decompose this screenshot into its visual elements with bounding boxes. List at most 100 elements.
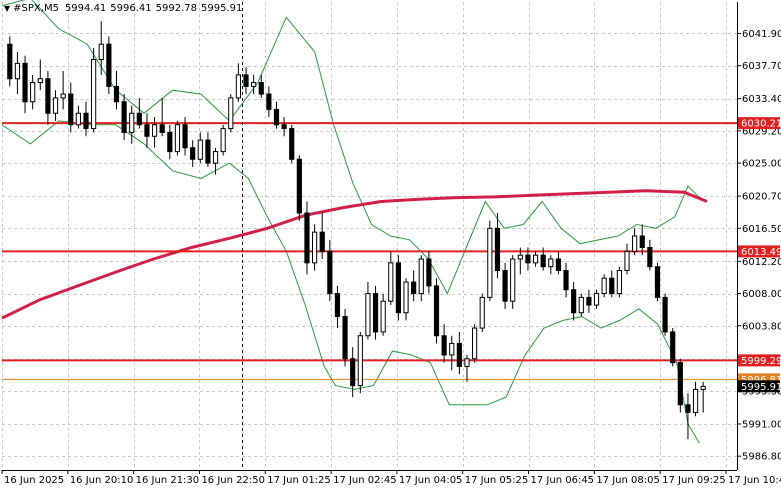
- candle-body: [685, 404, 691, 413]
- candle-body: [540, 254, 546, 268]
- candle-body: [273, 108, 280, 126]
- candle: [654, 262, 661, 302]
- candle: [14, 51, 21, 95]
- candle-body: [548, 258, 554, 268]
- y-tick-label-8: 6008.00: [742, 289, 781, 300]
- candle: [350, 347, 356, 398]
- candle: [380, 293, 386, 336]
- candle: [289, 124, 295, 164]
- candle-body: [403, 281, 409, 314]
- candle: [479, 293, 485, 332]
- candle: [593, 289, 600, 309]
- candle: [342, 308, 348, 367]
- y-tick-label-6: 6016.50: [742, 224, 781, 235]
- candle: [129, 105, 135, 144]
- candle: [586, 289, 592, 313]
- candle: [190, 140, 196, 167]
- candle-body: [151, 124, 158, 137]
- current-price-tag: 5995.91: [738, 380, 781, 393]
- candle-body: [616, 270, 622, 295]
- y-tick-label-1: 6037.70: [742, 61, 781, 72]
- candle: [357, 331, 363, 394]
- candle: [144, 113, 150, 148]
- candle-body: [449, 342, 455, 356]
- candle: [670, 328, 676, 367]
- candle-body: [258, 82, 264, 95]
- candle-body: [517, 254, 523, 260]
- candle: [182, 117, 188, 156]
- candle-body: [30, 82, 36, 103]
- x-tick-label-9: 17 Jun 08:05: [596, 475, 660, 486]
- candle-body: [662, 296, 668, 333]
- candle: [37, 59, 43, 91]
- level-tag-0-label: 6030.21: [741, 119, 781, 130]
- candle-body: [342, 316, 348, 360]
- candle: [113, 71, 120, 110]
- candle-body: [14, 62, 21, 80]
- dropdown-triangle-icon[interactable]: ▼: [4, 4, 11, 13]
- candle-body: [670, 331, 676, 364]
- current-price-tag-label: 5995.91: [741, 382, 781, 393]
- candle: [159, 97, 165, 137]
- ohlc-readout: 5994.41 5996.41 5992.78 5995.91: [65, 3, 246, 14]
- candle-body: [205, 139, 211, 164]
- candle: [472, 324, 478, 363]
- candle: [525, 247, 531, 271]
- candle: [388, 251, 394, 306]
- level-tag-2: 5999.29: [738, 354, 781, 367]
- candle: [411, 270, 417, 302]
- candle-body: [68, 93, 74, 126]
- candle: [311, 224, 318, 271]
- y-tick-label-2: 6033.40: [742, 94, 781, 105]
- candle: [136, 97, 142, 129]
- y-tick-label-9: 6003.80: [742, 321, 781, 332]
- candle: [700, 381, 706, 413]
- candle-body: [350, 358, 356, 387]
- x-tick-label-3: 16 Jun 22:50: [201, 475, 265, 486]
- candle-body: [433, 285, 440, 337]
- candle-body: [464, 358, 470, 367]
- candle-body: [578, 296, 584, 314]
- candle: [273, 101, 280, 129]
- candle-body: [380, 300, 386, 333]
- candle: [228, 94, 234, 133]
- candle-body: [692, 388, 699, 413]
- current-price-tag-box: [738, 380, 780, 393]
- x-tick-label-11: 17 Jun 10:45: [728, 475, 781, 486]
- candle-body: [182, 124, 188, 149]
- candle: [609, 270, 615, 298]
- candle-body: [52, 97, 59, 114]
- candle: [487, 220, 493, 302]
- time-axis-labels: 16 Jun 2025 16 Jun 20:10 16 Jun 21:30 16 Ju…: [1, 470, 781, 486]
- candle: [647, 239, 653, 271]
- candle-body: [365, 293, 371, 337]
- candle: [510, 255, 516, 309]
- candle-body: [586, 296, 592, 306]
- symbol-label: #SPX,M5: [13, 3, 59, 14]
- candle-body: [441, 335, 447, 356]
- candle: [639, 224, 645, 256]
- candle-body: [296, 158, 302, 214]
- candle: [426, 251, 432, 294]
- close-value: 5995.91: [201, 3, 243, 14]
- candle-body: [639, 235, 645, 249]
- candle: [251, 74, 257, 95]
- candle-body: [487, 227, 493, 298]
- candle: [266, 86, 272, 118]
- candle-body: [7, 43, 13, 80]
- candle: [494, 212, 501, 279]
- bollinger-bands: [1, 0, 700, 444]
- candle-body: [220, 128, 226, 153]
- candle-body: [174, 124, 181, 153]
- y-tick-label-5: 6020.70: [742, 192, 781, 203]
- candle: [365, 282, 371, 340]
- candle-body: [98, 43, 104, 61]
- candle-body: [251, 82, 257, 87]
- candle-body: [494, 227, 501, 272]
- candle-body: [472, 327, 478, 360]
- candle: [235, 63, 241, 102]
- candle: [296, 155, 302, 221]
- candle: [502, 262, 508, 309]
